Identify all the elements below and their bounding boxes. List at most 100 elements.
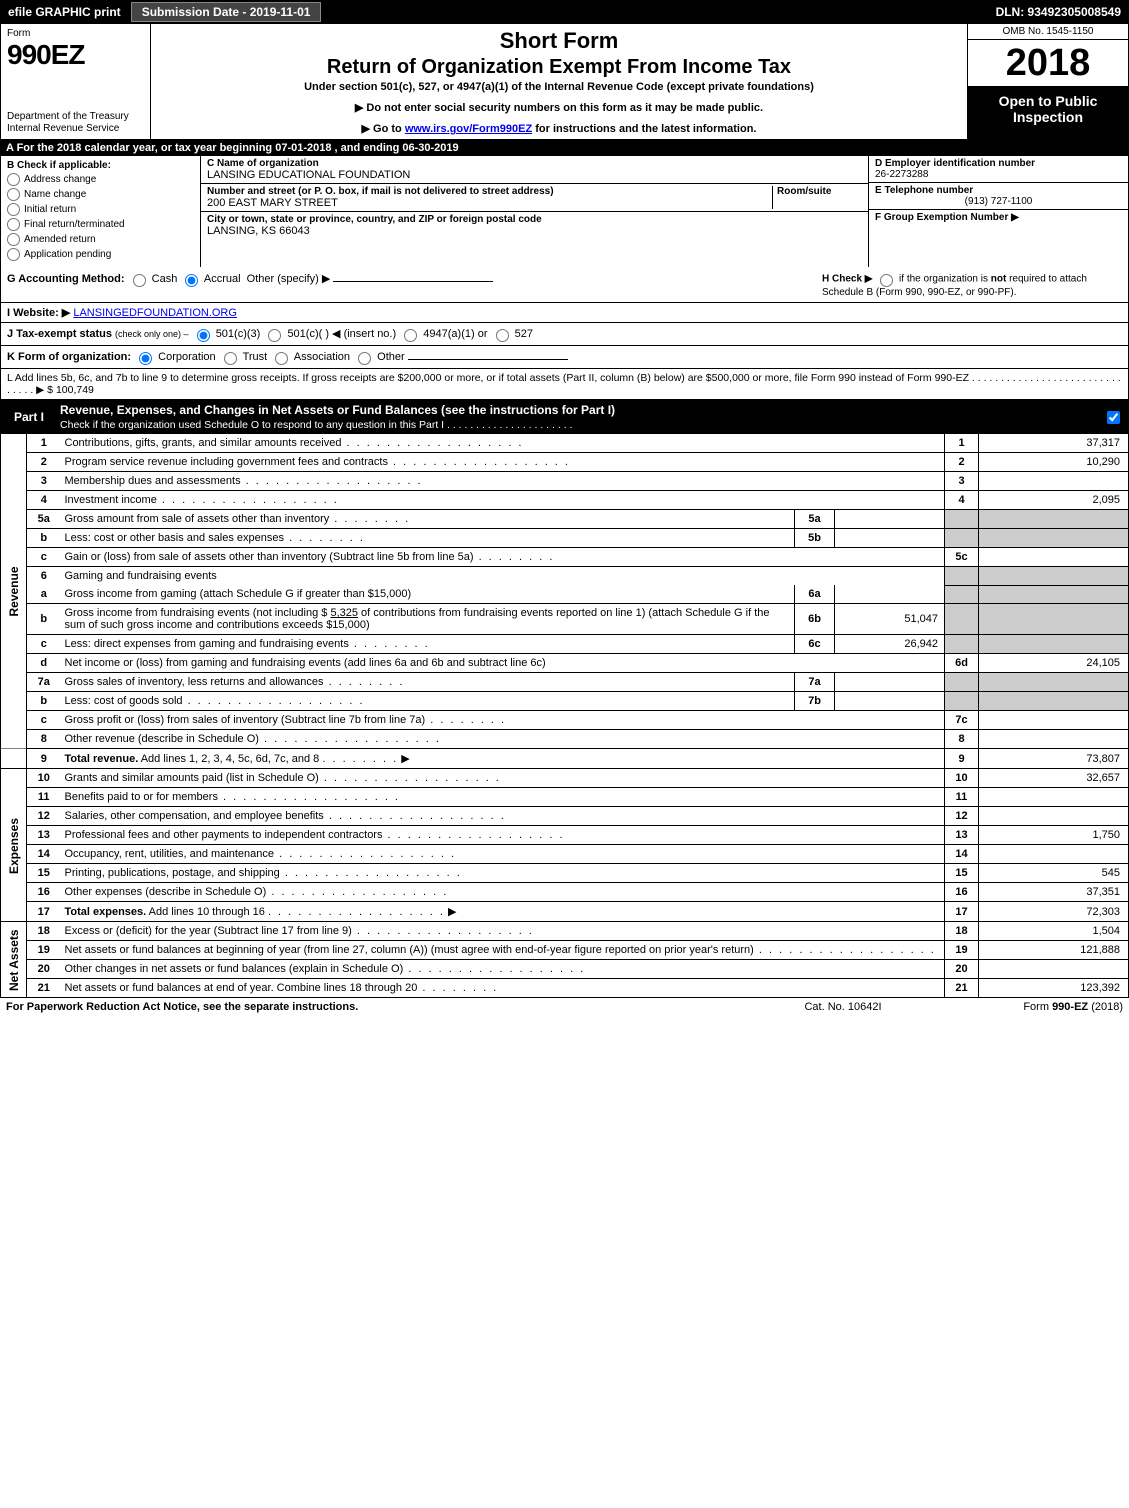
revenue-section-label: Revenue (1, 434, 27, 749)
entity-block: B Check if applicable: Address change Na… (0, 156, 1129, 267)
line-2-amount: 10,290 (979, 453, 1129, 472)
radio-527[interactable] (496, 329, 509, 342)
netassets-section-label: Net Assets (1, 922, 27, 998)
chk-initial-return[interactable]: Initial return (7, 203, 194, 216)
line-k: K Form of organization: Corporation Trus… (0, 346, 1129, 369)
instructions-link[interactable]: www.irs.gov/Form990EZ (405, 123, 532, 135)
radio-address-change[interactable] (7, 173, 20, 186)
line-11-row: 11 Benefits paid to or for members 11 (1, 788, 1129, 807)
radio-name-change[interactable] (7, 188, 20, 201)
submission-date-button[interactable]: Submission Date - 2019-11-01 (131, 2, 322, 22)
line-7c-amount (979, 711, 1129, 730)
line-g: G Accounting Method: Cash Accrual Other … (7, 271, 822, 298)
part-i-header: Part I Revenue, Expenses, and Changes in… (0, 400, 1129, 434)
org-name-value: LANSING EDUCATIONAL FOUNDATION (207, 169, 862, 181)
radio-other-org[interactable] (358, 352, 371, 365)
ssn-warning: ▶ Do not enter social security numbers o… (159, 101, 959, 114)
line-5b-row: b Less: cost or other basis and sales ex… (1, 529, 1129, 548)
other-org-field[interactable] (408, 359, 568, 360)
page-footer: For Paperwork Reduction Act Notice, see … (0, 998, 1129, 1016)
line-13-row: 13 Professional fees and other payments … (1, 826, 1129, 845)
radio-initial-return[interactable] (7, 203, 20, 216)
gross-receipts-value: 100,749 (56, 384, 94, 396)
short-form-label: Short Form (159, 28, 959, 54)
omb-number: OMB No. 1545-1150 (968, 24, 1128, 40)
chk-name-change[interactable]: Name change (7, 188, 194, 201)
line-7a-row: 7a Gross sales of inventory, less return… (1, 673, 1129, 692)
line-7b-row: b Less: cost of goods sold 7b (1, 692, 1129, 711)
expenses-section-label: Expenses (1, 769, 27, 922)
line-10-amount: 32,657 (979, 769, 1129, 788)
org-address-row: Number and street (or P. O. box, if mail… (201, 184, 868, 212)
org-city-value: LANSING, KS 66043 (207, 225, 862, 237)
radio-application-pending[interactable] (7, 248, 20, 261)
radio-schedule-b[interactable] (880, 274, 893, 287)
line-17-row: 17 Total expenses. Add lines 10 through … (1, 902, 1129, 922)
radio-4947a1[interactable] (404, 329, 417, 342)
line-18-amount: 1,504 (979, 922, 1129, 941)
chk-amended-return[interactable]: Amended return (7, 233, 194, 246)
line-h: H Check ▶ if the organization is not req… (822, 271, 1122, 298)
chk-application-pending[interactable]: Application pending (7, 248, 194, 261)
line-19-amount: 121,888 (979, 941, 1129, 960)
line-6c-row: c Less: direct expenses from gaming and … (1, 635, 1129, 654)
radio-final-return[interactable] (7, 218, 20, 231)
other-specify-field[interactable] (333, 281, 493, 282)
form-header-left: Form 990EZ Department of the Treasury In… (1, 24, 151, 139)
line-6a-row: a Gross income from gaming (attach Sched… (1, 585, 1129, 604)
chk-final-return[interactable]: Final return/terminated (7, 218, 194, 231)
line-8-amount (979, 730, 1129, 749)
form-version: Form 990-EZ (2018) (943, 1001, 1123, 1013)
paperwork-notice: For Paperwork Reduction Act Notice, see … (6, 1001, 743, 1013)
period-begin: 07-01-2018 (275, 142, 331, 154)
radio-association[interactable] (275, 352, 288, 365)
line-18-row: Net Assets 18 Excess or (deficit) for th… (1, 922, 1129, 941)
part-i-label: Part I (6, 410, 52, 424)
radio-cash[interactable] (133, 274, 146, 287)
line-1-row: Revenue 1 Contributions, gifts, grants, … (1, 434, 1129, 453)
form-word: Form (7, 28, 144, 39)
line-15-amount: 545 (979, 864, 1129, 883)
line-3-amount (979, 472, 1129, 491)
form-header-mid: Short Form Return of Organization Exempt… (151, 24, 968, 139)
radio-501c3[interactable] (197, 329, 210, 342)
radio-501c[interactable] (268, 329, 281, 342)
part-i-title: Revenue, Expenses, and Changes in Net As… (60, 403, 1103, 431)
radio-accrual[interactable] (185, 274, 198, 287)
instructions-note: ▶ Go to www.irs.gov/Form990EZ for instru… (159, 122, 959, 135)
line-9-row: 9 Total revenue. Total revenue. Add line… (1, 749, 1129, 769)
tax-year: 2018 (968, 40, 1128, 87)
line-i: I Website: ▶ LANSINGEDFOUNDATION.ORG (0, 303, 1129, 323)
radio-trust[interactable] (224, 352, 237, 365)
line-12-row: 12 Salaries, other compensation, and emp… (1, 807, 1129, 826)
line-14-amount (979, 845, 1129, 864)
efile-topbar: efile GRAPHIC print Submission Date - 20… (0, 0, 1129, 24)
org-address-value: 200 EAST MARY STREET (207, 197, 772, 209)
group-exemption-cell: F Group Exemption Number ▶ (869, 210, 1128, 225)
radio-amended-return[interactable] (7, 233, 20, 246)
section-b: B Check if applicable: Address change Na… (1, 156, 201, 267)
line-j: J Tax-exempt status (check only one) – 5… (0, 323, 1129, 346)
line-6d-amount: 24,105 (979, 654, 1129, 673)
line-11-amount (979, 788, 1129, 807)
line-4-amount: 2,095 (979, 491, 1129, 510)
line-10-row: Expenses 10 Grants and similar amounts p… (1, 769, 1129, 788)
period-end: 06-30-2019 (402, 142, 458, 154)
section-d-e-f: D Employer identification number 26-2273… (868, 156, 1128, 267)
inspection-badge: Open to Public Inspection (968, 87, 1128, 139)
section-c: C Name of organization LANSING EDUCATION… (201, 156, 868, 267)
form-header: Form 990EZ Department of the Treasury In… (0, 24, 1129, 140)
line-g-h: G Accounting Method: Cash Accrual Other … (0, 267, 1129, 303)
line-17-amount: 72,303 (979, 902, 1129, 922)
radio-corporation[interactable] (139, 352, 152, 365)
line-20-amount (979, 960, 1129, 979)
dln-label: DLN: 93492305008549 (996, 5, 1129, 19)
part-i-checkbox[interactable] (1107, 411, 1120, 424)
chk-address-change[interactable]: Address change (7, 173, 194, 186)
line-13-amount: 1,750 (979, 826, 1129, 845)
line-6a-subamount (835, 585, 945, 604)
line-5a-subamount (835, 510, 945, 529)
website-link[interactable]: LANSINGEDFOUNDATION.ORG (73, 307, 237, 319)
line-5a-row: 5a Gross amount from sale of assets othe… (1, 510, 1129, 529)
line-20-row: 20 Other changes in net assets or fund b… (1, 960, 1129, 979)
